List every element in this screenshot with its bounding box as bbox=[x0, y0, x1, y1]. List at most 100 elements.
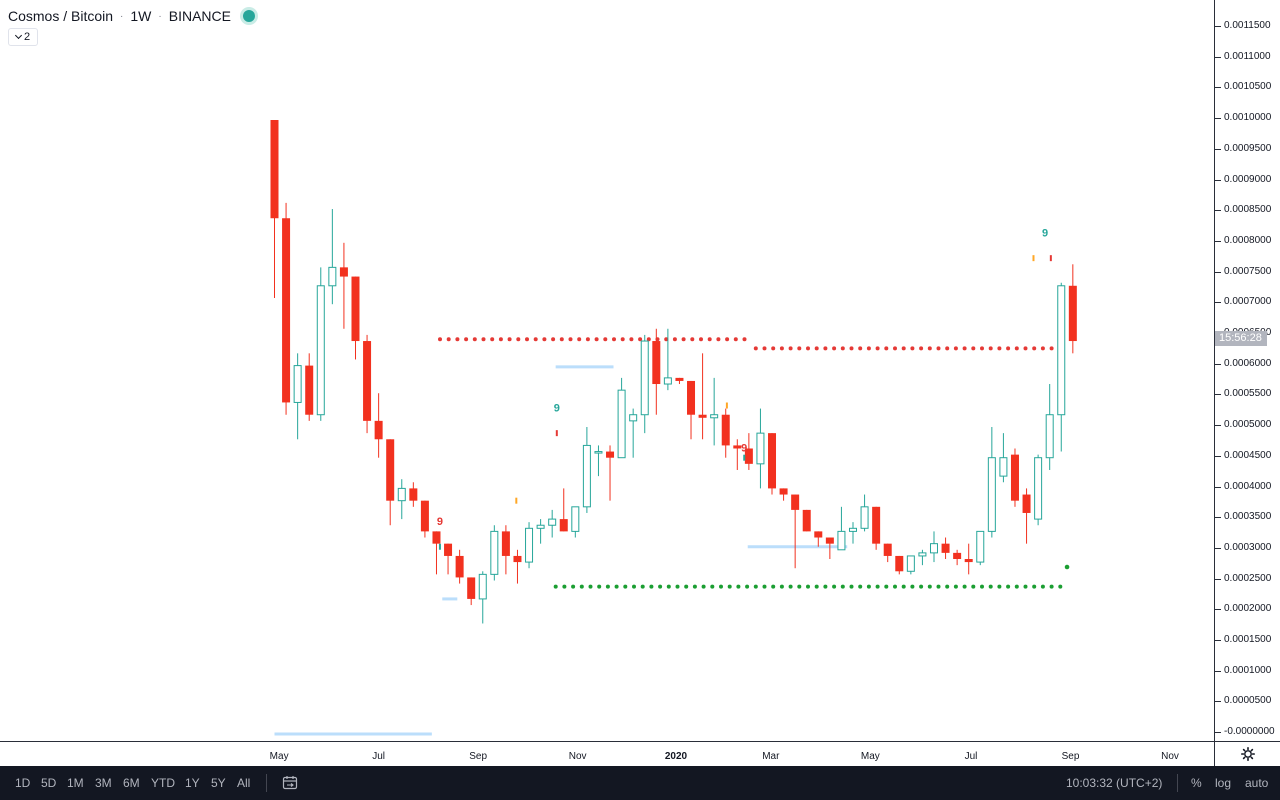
resistance-dot bbox=[753, 346, 758, 351]
price-tick bbox=[1215, 486, 1221, 488]
resistance-dot bbox=[594, 337, 599, 342]
candle-down bbox=[652, 328, 661, 415]
interval-label[interactable]: 1W bbox=[130, 8, 152, 24]
range-1d-button[interactable]: 1D bbox=[15, 776, 31, 790]
resistance-dot bbox=[525, 337, 529, 342]
candle-up bbox=[710, 377, 719, 446]
candle-body bbox=[849, 527, 857, 532]
chart-settings-button[interactable] bbox=[1214, 741, 1280, 766]
resistance-dot bbox=[585, 337, 590, 342]
candle-body bbox=[953, 552, 962, 560]
percent-scale-button[interactable]: % bbox=[1191, 776, 1202, 790]
price-label: 0.0008500 bbox=[1224, 204, 1272, 216]
price-tick bbox=[1215, 640, 1221, 641]
time-axis[interactable]: May Jul Sep Nov 2020 Mar May Jul Sep Nov bbox=[0, 741, 1214, 766]
price-label: 0.0009000 bbox=[1224, 173, 1272, 185]
candle-down bbox=[733, 439, 742, 470]
candle-up bbox=[1057, 282, 1066, 452]
candle-down bbox=[721, 408, 730, 458]
go-to-date-icon[interactable] bbox=[282, 775, 298, 791]
resistance-dot bbox=[507, 337, 512, 342]
price-tick bbox=[1215, 26, 1221, 27]
price-chart[interactable]: 9 9 9 9 bbox=[0, 0, 1214, 741]
candle-up bbox=[594, 445, 603, 477]
candle-body bbox=[964, 559, 973, 563]
resistance-dot bbox=[901, 346, 906, 351]
candle-down bbox=[825, 537, 834, 560]
price-scale[interactable]: 0.0011500 0.0011000 0.0010500 0.0010000 0.00… bbox=[1214, 0, 1280, 741]
support-dot bbox=[771, 584, 776, 589]
candle-up bbox=[316, 267, 325, 421]
support-dot bbox=[997, 584, 1002, 589]
resistance-dot bbox=[638, 337, 643, 342]
td9-label: 9 bbox=[1042, 228, 1048, 240]
resistance-dot bbox=[577, 337, 582, 342]
range-1y-button[interactable]: 1Y bbox=[185, 776, 200, 790]
symbol-name[interactable]: Cosmos / Bitcoin bbox=[8, 8, 114, 24]
candle-down bbox=[698, 353, 707, 440]
candlesticks bbox=[270, 120, 1077, 624]
candle-down bbox=[895, 555, 904, 575]
range-all-button[interactable]: All bbox=[237, 776, 251, 790]
candle-down bbox=[467, 577, 476, 606]
range-1m-button[interactable]: 1M bbox=[67, 776, 84, 790]
support-dot bbox=[980, 584, 984, 589]
level-lines bbox=[274, 365, 848, 736]
range-ytd-button[interactable]: YTD bbox=[151, 776, 175, 790]
candle-body bbox=[744, 448, 753, 464]
range-5y-button[interactable]: 5Y bbox=[211, 776, 226, 790]
td-count-mark bbox=[725, 402, 728, 409]
candle-body bbox=[374, 420, 383, 440]
price-label: 0.0011000 bbox=[1224, 50, 1271, 62]
support-dot bbox=[901, 584, 906, 589]
candle-up bbox=[860, 494, 869, 532]
support-dot bbox=[1040, 584, 1045, 589]
candle-body bbox=[860, 506, 869, 529]
clock-timezone[interactable]: 10:03:32 (UTC+2) bbox=[1066, 776, 1163, 790]
auto-scale-button[interactable]: auto bbox=[1245, 776, 1269, 790]
chevron-down-icon bbox=[14, 31, 22, 40]
price-tick bbox=[1215, 363, 1221, 365]
candle-body bbox=[941, 543, 950, 553]
resistance-dot bbox=[840, 346, 845, 351]
candle-down bbox=[941, 537, 950, 560]
candle-down bbox=[363, 334, 372, 434]
resistance-dot bbox=[690, 337, 695, 342]
price-label: 0.0008000 bbox=[1224, 234, 1272, 246]
candle-up bbox=[617, 377, 626, 459]
resistance-dot bbox=[725, 337, 730, 342]
range-3m-button[interactable]: 3M bbox=[95, 776, 112, 790]
candle-body bbox=[501, 531, 510, 556]
support-dot bbox=[788, 584, 793, 589]
candle-down bbox=[386, 439, 395, 526]
indicators-toggle-button[interactable]: 2 bbox=[8, 28, 38, 46]
bar-countdown-badge: 15:56:28 bbox=[1215, 331, 1267, 346]
support-dot bbox=[623, 584, 628, 589]
resistance-dot bbox=[849, 346, 854, 351]
price-label: 0.0010000 bbox=[1224, 112, 1272, 124]
candle-body bbox=[629, 414, 638, 422]
log-scale-button[interactable]: log bbox=[1215, 776, 1232, 790]
price-label: 0.0004000 bbox=[1224, 480, 1272, 492]
resistance-dot bbox=[464, 337, 469, 342]
price-label: -0.0000000 bbox=[1224, 726, 1275, 738]
resistance-dot bbox=[568, 337, 573, 342]
candle-body bbox=[698, 414, 707, 418]
td-count-mark bbox=[743, 454, 746, 461]
range-6m-button[interactable]: 6M bbox=[123, 776, 140, 790]
resistance-dot bbox=[533, 337, 538, 342]
candle-body bbox=[1010, 454, 1019, 501]
candle-up bbox=[1045, 384, 1054, 470]
resistance-dot bbox=[779, 346, 784, 351]
support-dot bbox=[823, 584, 828, 589]
td9-label: 9 bbox=[437, 516, 443, 528]
support-dot bbox=[753, 584, 758, 589]
range-5d-button[interactable]: 5D bbox=[41, 776, 57, 790]
candle-up bbox=[663, 328, 672, 391]
candle-body bbox=[386, 439, 395, 501]
support-dot bbox=[1049, 584, 1054, 589]
candle-body bbox=[513, 555, 522, 563]
support-dot bbox=[832, 584, 837, 589]
td-count-mark bbox=[438, 543, 441, 550]
price-label: 0.0011500 bbox=[1224, 20, 1271, 31]
